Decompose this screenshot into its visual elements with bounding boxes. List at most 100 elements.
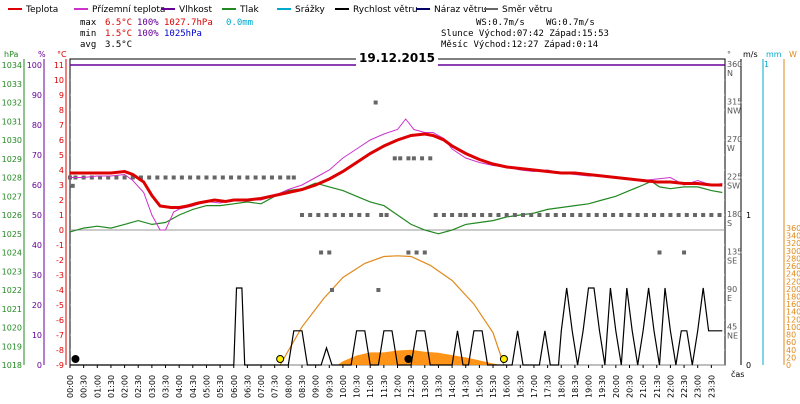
pressure-tick-label: 1031 [2,117,22,126]
x-tick-label: 02:00 [121,375,130,398]
wind-dir-point [316,213,321,217]
radiation-tick-label: 0 [786,361,791,370]
x-tick-label: 14:00 [448,375,457,398]
pressure-tick-label: 1030 [2,136,22,145]
humidity-tick-label: 10 [32,331,42,340]
legend-label-4: Srážky [295,5,326,15]
wind-dir-point [155,175,160,180]
wind-dir-cardinal-label: SE [727,257,737,266]
wind-dir-point [147,175,152,180]
wind-dir-point [537,213,542,217]
x-tick-label: 22:30 [680,375,689,398]
wind-dir-point [521,213,526,217]
wind-dir-point [299,213,304,217]
wind-dir-point [330,288,334,292]
x-tick-label: 23:00 [694,375,703,398]
wind-dir-point [668,213,673,217]
x-tick-label: 00:00 [66,375,75,398]
pressure-tick-label: 1020 [2,324,22,333]
wind-dir-point [291,175,296,180]
wind-dir-point [441,213,446,217]
humidity-tick-label: 100 [27,61,42,70]
wind-dir-point [652,213,657,217]
wind-dir-point [392,156,397,161]
humidity-tick-label: 20 [32,301,42,310]
plot-area [69,58,726,366]
x-tick-label: 03:00 [148,375,157,398]
humidity-tick-label: 30 [32,271,42,280]
wind-dir-point [365,213,370,217]
series-pressure-line [69,180,723,235]
humidity-tick-label: 60 [32,181,42,190]
temperature-tick-label: -1 [56,241,64,250]
unit-pct: % [38,50,46,59]
temperature-tick-label: -6 [56,316,64,325]
x-tick-label: 18:30 [571,375,580,398]
temperature-tick-label: -4 [56,286,64,295]
wind-dir-point [286,175,291,180]
x-tick-label: 12:00 [394,375,403,398]
x-tick-label: 04:30 [189,375,198,398]
series-sun-curve [279,255,505,366]
pressure-tick-label: 1023 [2,267,22,276]
rain-tick-label: 1 [764,60,769,69]
series [68,64,725,366]
stats-min-hum: 100% [137,29,159,39]
wind-dir-point [684,213,689,217]
x-tick-label: 17:30 [544,375,553,398]
series-temperature-line [70,132,723,209]
wind-ws: WS:0.7m/s [476,18,525,28]
wind-dir-point [414,250,419,255]
wind-dir-point [428,156,433,161]
moon-marker [404,355,413,363]
stats-avg-temp: 3.5°C [105,40,132,50]
wind-dir-point [709,213,714,217]
unit-ms: m/s [743,50,758,59]
stats-avg-label: avg [80,40,96,50]
radiation-tick-label: 80 [786,331,796,340]
wind-dir-cardinal-label: NW [727,107,741,116]
stats-min-label: min [80,29,96,39]
wind-dir-cardinal-label: E [727,294,732,303]
x-tick-label: 20:00 [612,375,621,398]
radiation-tick-label: 300 [786,247,800,256]
wind-dir-point [450,213,455,217]
wind-dir-point [627,213,632,217]
temperature-tick-label: -7 [56,331,64,340]
wind-dir-point [692,213,697,217]
wind-dir-point [89,175,94,180]
wind-dir-point [504,213,509,217]
x-tick-label: 23:30 [707,375,716,398]
radiation-tick-label: 20 [786,353,796,362]
temperature-tick-label: 11 [54,61,64,70]
x-tick-label: 09:00 [312,375,321,398]
wind-dir-point [308,213,313,217]
wind-dir-point [98,175,103,180]
pressure-tick-label: 1024 [2,249,22,258]
wind-dir-point [261,175,266,180]
wind-dir-cardinal-label: N [727,69,733,78]
temperature-tick-label: -8 [56,346,64,355]
wind-dir-point [578,213,583,217]
radiation-tick-label: 60 [786,338,796,347]
wind-dir-point [324,213,329,217]
wind-dir-point [420,156,425,161]
temperature-tick-label: 5 [59,151,64,160]
pressure-tick-label: 1032 [2,99,22,108]
pressure-tick-label: 1034 [2,61,22,70]
wind-dir-point [376,288,381,292]
radiation-tick-label: 240 [786,270,800,279]
humidity-tick-label: 40 [32,241,42,250]
wind-dir-cardinal-label: SW [727,182,740,191]
wind-dir-point [561,213,566,217]
wind-dir-point [463,213,468,217]
wind-dir-point [406,156,411,161]
wind-dir-point [171,175,176,180]
x-tick-label: 02:30 [134,375,143,398]
x-tick-label: 06:00 [230,375,239,398]
wind-dir-point [406,250,411,255]
wind-dir-point [379,213,384,217]
pressure-tick-label: 1021 [2,305,22,314]
